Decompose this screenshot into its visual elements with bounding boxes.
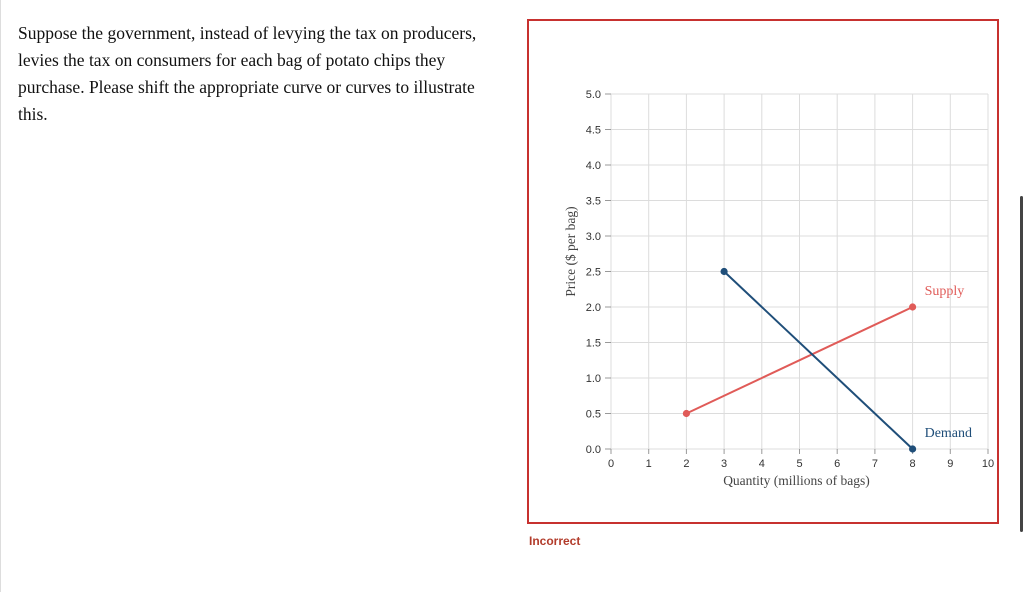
x-tick-label: 0 <box>608 458 614 470</box>
chart-frame[interactable]: 0 1 2 3 4 5 6 7 8 9 10 0.0 0.5 1.0 1.5 2.0 2.5 3.0 3.5 4.0… <box>527 19 999 524</box>
question-text: Suppose the government, instead of levyi… <box>18 23 477 124</box>
x-tick-label: 1 <box>646 458 652 470</box>
x-tick-label: 10 <box>982 458 994 470</box>
y-tick-label: 1.0 <box>586 373 601 385</box>
y-tick-label: 2.0 <box>586 302 601 314</box>
y-tick-label: 5.0 <box>586 89 601 101</box>
x-axis-ticks: 0 1 2 3 4 5 6 7 8 9 10 <box>608 449 994 470</box>
demand-line[interactable] <box>723 270 914 450</box>
x-tick-label: 2 <box>683 458 689 470</box>
page-left-border <box>0 0 1 592</box>
x-tick-label: 8 <box>910 458 916 470</box>
supply-curve[interactable]: Supply <box>682 284 965 418</box>
supply-point-handle[interactable] <box>909 303 917 311</box>
demand-point-handle[interactable] <box>720 267 728 276</box>
y-tick-label: 3.5 <box>586 196 601 208</box>
demand-label: Demand <box>925 426 972 441</box>
x-tick-label: 6 <box>834 458 840 470</box>
supply-point-handle[interactable] <box>682 409 690 418</box>
y-tick-label: 3.0 <box>586 231 601 243</box>
supply-line[interactable] <box>685 306 914 415</box>
y-tick-label: 4.5 <box>586 125 601 137</box>
x-tick-label: 4 <box>759 458 765 470</box>
y-tick-label: 0.5 <box>586 409 601 421</box>
demand-curve[interactable]: Demand <box>720 267 973 453</box>
x-tick-label: 7 <box>872 458 878 470</box>
y-axis-title: Price ($ per bag) <box>563 206 578 296</box>
y-axis-ticks: 0.0 0.5 1.0 1.5 2.0 2.5 3.0 3.5 4.0 4.5 5.0 <box>586 89 611 456</box>
y-tick-label: 4.0 <box>586 160 601 172</box>
chart-grid <box>610 93 989 450</box>
x-tick-label: 9 <box>947 458 953 470</box>
chart-series[interactable]: Supply Demand <box>682 267 973 453</box>
scrollbar-thumb[interactable] <box>1020 196 1023 532</box>
x-tick-label: 5 <box>796 458 802 470</box>
x-tick-label: 3 <box>721 458 727 470</box>
y-tick-label: 2.5 <box>586 267 601 279</box>
status-message: Incorrect <box>529 534 581 548</box>
supply-demand-chart[interactable]: 0 1 2 3 4 5 6 7 8 9 10 0.0 0.5 1.0 1.5 2.0 2.5 3.0 3.5 4.0… <box>529 21 997 522</box>
y-tick-label: 0.0 <box>586 444 601 456</box>
x-axis-title: Quantity (millions of bags) <box>723 473 870 488</box>
y-tick-label: 1.5 <box>586 338 601 350</box>
supply-label: Supply <box>925 284 965 299</box>
demand-point-handle[interactable] <box>909 445 917 453</box>
